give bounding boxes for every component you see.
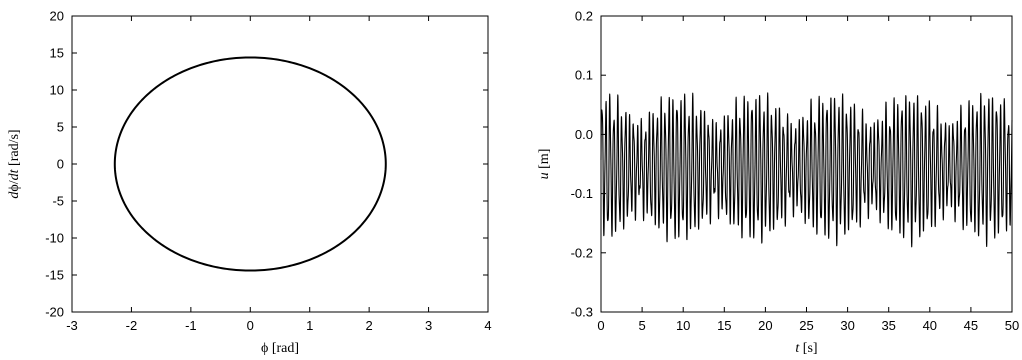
phase-portrait-y-tick-label: 0 <box>57 157 64 172</box>
displacement-y-tick-label: 0.2 <box>575 9 593 24</box>
phase-portrait-x-tick-label: -1 <box>185 318 197 333</box>
phase-portrait-y-axis-label: dϕ/dt [rad/s] <box>7 129 22 198</box>
displacement-x-tick-label: 30 <box>840 318 854 333</box>
displacement-x-tick-label: 20 <box>758 318 772 333</box>
phase-portrait-x-tick-label: 1 <box>306 318 313 333</box>
displacement-x-tick-label: 0 <box>597 318 604 333</box>
displacement-x-tick-label: 35 <box>881 318 895 333</box>
displacement-y-axis-label: u [m] <box>537 149 552 180</box>
displacement-y-tick-label: 0.0 <box>575 127 593 142</box>
phase-portrait-y-tick-label: 5 <box>57 120 64 135</box>
phase-portrait-x-axis-label: ϕ [rad] <box>261 341 299 356</box>
displacement-x-tick-label: 40 <box>923 318 937 333</box>
phase-portrait-x-tick-label: -2 <box>126 318 138 333</box>
displacement-y-tick-label: -0.1 <box>571 186 593 201</box>
displacement-y-tick-label: -0.2 <box>571 245 593 260</box>
phase-portrait-y-tick-label: -10 <box>45 231 64 246</box>
phase-portrait-x-tick-label: -3 <box>66 318 78 333</box>
displacement-axes: 0 5 10 15 20 25 30 35 40 45 50 -0.3 -0.2 -0.1 0.0 0.1 0.… <box>537 9 1019 357</box>
phase-portrait-x-tick-label: 2 <box>366 318 373 333</box>
displacement-x-tick-label: 10 <box>676 318 690 333</box>
displacement-y-tick-label: -0.3 <box>571 305 593 320</box>
displacement-x-tick-label: 50 <box>1005 318 1019 333</box>
displacement-x-tick-label: 25 <box>799 318 813 333</box>
phase-portrait-orbit <box>113 56 387 272</box>
phase-portrait-y-tick-label: 10 <box>50 83 64 98</box>
displacement-y-tick-label: 0.1 <box>575 68 593 83</box>
phase-portrait-x-tick-label: 0 <box>247 318 254 333</box>
displacement-x-tick-label: 5 <box>638 318 645 333</box>
phase-portrait-x-tick-label: 3 <box>425 318 432 333</box>
displacement-x-axis-label: t [s] <box>795 341 817 356</box>
phase-portrait-y-tick-label: -20 <box>45 305 64 320</box>
phase-portrait-y-tick-label: 20 <box>50 9 64 24</box>
phase-portrait-y-tick-label: 15 <box>50 46 64 61</box>
displacement-x-tick-label: 15 <box>717 318 731 333</box>
displacement-signal-line <box>600 92 1013 248</box>
displacement-x-tick-label: 45 <box>964 318 978 333</box>
phase-portrait-y-tick-label: -15 <box>45 268 64 283</box>
phase-portrait-x-tick-label: 4 <box>484 318 491 333</box>
phase-portrait-y-tick-label: -5 <box>52 194 64 209</box>
